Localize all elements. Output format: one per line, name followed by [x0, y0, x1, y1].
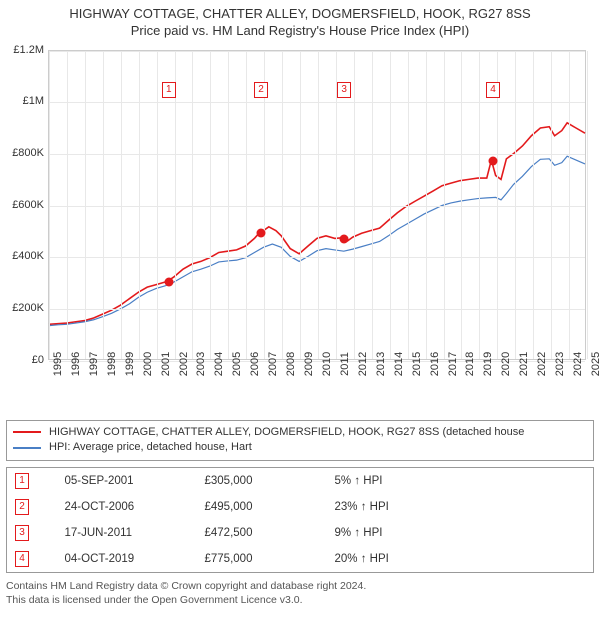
sale-date: 04-OCT-2019: [57, 546, 197, 573]
x-tick-label: 2024: [572, 352, 584, 376]
sale-delta: 20% ↑ HPI: [327, 546, 594, 573]
sale-price: £495,000: [197, 494, 327, 520]
chart-title-block: HIGHWAY COTTAGE, CHATTER ALLEY, DOGMERSF…: [6, 6, 594, 40]
series-hpi: [49, 156, 585, 325]
x-tick-label: 2004: [213, 352, 225, 376]
sales-table: 1 05-SEP-2001£305,0005% ↑ HPI 2 24-OCT-2006…: [6, 467, 594, 573]
y-tick-label: £1M: [23, 95, 44, 107]
table-row: 1 05-SEP-2001£305,0005% ↑ HPI: [7, 467, 594, 494]
legend-item-hpi: HPI: Average price, detached house, Hart: [13, 440, 587, 455]
title-line-2: Price paid vs. HM Land Registry's House …: [6, 23, 594, 40]
y-tick-label: £600K: [12, 199, 44, 211]
legend-label: HPI: Average price, detached house, Hart: [49, 440, 252, 455]
x-tick-label: 2011: [339, 352, 351, 376]
x-tick-label: 2006: [249, 352, 261, 376]
price-chart: 1234 £0£200K£400K£600K£800K£1M£1.2M19951…: [6, 44, 594, 414]
y-tick-label: £400K: [12, 250, 44, 262]
legend-item-property: HIGHWAY COTTAGE, CHATTER ALLEY, DOGMERSF…: [13, 425, 587, 440]
attribution-footer: Contains HM Land Registry data © Crown c…: [6, 579, 594, 607]
x-tick-label: 2008: [285, 352, 297, 376]
x-tick-label: 2007: [267, 352, 279, 376]
footer-line-2: This data is licensed under the Open Gov…: [6, 593, 594, 607]
row-marker: 1: [15, 473, 29, 489]
sale-marker-label: 4: [486, 82, 500, 98]
x-tick-label: 1997: [88, 352, 100, 376]
x-tick-label: 1999: [124, 352, 136, 376]
footer-line-1: Contains HM Land Registry data © Crown c…: [6, 579, 594, 593]
x-tick-label: 2021: [518, 352, 530, 376]
sale-marker-dot: [340, 234, 349, 243]
sale-marker-label: 1: [162, 82, 176, 98]
x-tick-label: 2010: [321, 352, 333, 376]
x-tick-label: 2025: [590, 352, 600, 376]
legend-label: HIGHWAY COTTAGE, CHATTER ALLEY, DOGMERSF…: [49, 425, 524, 440]
sale-date: 24-OCT-2006: [57, 494, 197, 520]
legend-swatch: [13, 431, 41, 433]
x-tick-label: 1998: [106, 352, 118, 376]
x-tick-label: 2003: [195, 352, 207, 376]
x-tick-label: 2018: [464, 352, 476, 376]
x-tick-label: 2009: [303, 352, 315, 376]
sale-date: 17-JUN-2011: [57, 520, 197, 546]
x-tick-label: 2016: [429, 352, 441, 376]
series-property: [49, 123, 585, 324]
sale-marker-label: 2: [254, 82, 268, 98]
table-row: 2 24-OCT-2006£495,00023% ↑ HPI: [7, 494, 594, 520]
x-tick-label: 2000: [142, 352, 154, 376]
plot-area: 1 2 3 4: [48, 50, 586, 360]
y-tick-label: £800K: [12, 147, 44, 159]
row-marker: 2: [15, 499, 29, 515]
x-tick-label: 2023: [554, 352, 566, 376]
sale-delta: 9% ↑ HPI: [327, 520, 594, 546]
table-row: 3 17-JUN-2011£472,5009% ↑ HPI: [7, 520, 594, 546]
row-marker: 3: [15, 525, 29, 541]
legend-swatch: [13, 447, 41, 449]
sale-date: 05-SEP-2001: [57, 467, 197, 494]
sale-marker-dot: [256, 228, 265, 237]
x-tick-label: 2001: [160, 352, 172, 376]
x-tick-label: 2005: [231, 352, 243, 376]
x-tick-label: 1995: [52, 352, 64, 376]
x-tick-label: 2002: [178, 352, 190, 376]
x-tick-label: 2013: [375, 352, 387, 376]
x-tick-label: 2014: [393, 352, 405, 376]
y-tick-label: £0: [32, 354, 44, 366]
table-row: 4 04-OCT-2019£775,00020% ↑ HPI: [7, 546, 594, 573]
sale-price: £775,000: [197, 546, 327, 573]
sale-marker-dot: [489, 156, 498, 165]
legend: HIGHWAY COTTAGE, CHATTER ALLEY, DOGMERSF…: [6, 420, 594, 461]
sale-marker-label: 3: [337, 82, 351, 98]
title-line-1: HIGHWAY COTTAGE, CHATTER ALLEY, DOGMERSF…: [6, 6, 594, 23]
x-tick-label: 1996: [70, 352, 82, 376]
sale-price: £305,000: [197, 467, 327, 494]
x-tick-label: 2019: [482, 352, 494, 376]
x-tick-label: 2012: [357, 352, 369, 376]
x-tick-label: 2020: [500, 352, 512, 376]
sale-marker-dot: [164, 277, 173, 286]
sale-price: £472,500: [197, 520, 327, 546]
sale-delta: 5% ↑ HPI: [327, 467, 594, 494]
row-marker: 4: [15, 551, 29, 567]
series-lines: [49, 51, 585, 359]
y-tick-label: £1.2M: [13, 44, 44, 56]
x-tick-label: 2017: [447, 352, 459, 376]
sale-delta: 23% ↑ HPI: [327, 494, 594, 520]
x-tick-label: 2022: [536, 352, 548, 376]
y-tick-label: £200K: [12, 302, 44, 314]
x-tick-label: 2015: [411, 352, 423, 376]
